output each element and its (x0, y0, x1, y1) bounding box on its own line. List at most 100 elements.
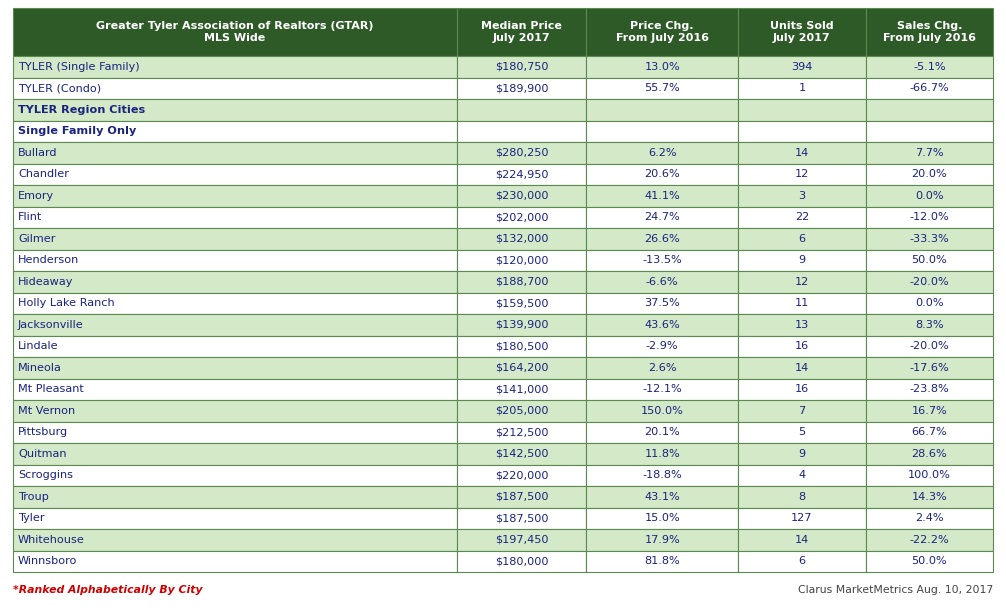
Text: 15.0%: 15.0% (645, 513, 680, 524)
Bar (586, 164, 738, 185)
Bar (738, 335, 865, 357)
Bar (586, 335, 738, 357)
Bar (13, 486, 457, 508)
Text: -20.0%: -20.0% (909, 341, 950, 351)
Bar (457, 443, 586, 465)
Bar (586, 529, 738, 550)
Bar (865, 77, 993, 99)
Bar (586, 77, 738, 99)
Bar (738, 529, 865, 550)
Bar (586, 378, 738, 400)
Bar (13, 77, 457, 99)
Bar (13, 121, 457, 142)
Text: -18.8%: -18.8% (643, 470, 682, 480)
Bar (13, 228, 457, 249)
Text: Median Price
July 2017: Median Price July 2017 (481, 21, 562, 43)
Bar (865, 249, 993, 271)
Bar (13, 378, 457, 400)
Bar (865, 271, 993, 292)
Text: Bullard: Bullard (18, 148, 57, 158)
Text: 16.7%: 16.7% (911, 406, 948, 416)
Text: 16: 16 (795, 341, 809, 351)
Text: 20.1%: 20.1% (645, 427, 680, 437)
Bar (738, 142, 865, 164)
Text: 28.6%: 28.6% (911, 449, 948, 459)
Text: $164,200: $164,200 (495, 363, 548, 373)
Bar (738, 443, 865, 465)
Text: $120,000: $120,000 (495, 255, 548, 265)
Bar (13, 56, 457, 77)
Bar (738, 550, 865, 572)
Text: $230,000: $230,000 (495, 191, 548, 200)
Text: Emory: Emory (18, 191, 54, 200)
Bar (865, 378, 993, 400)
Text: -17.6%: -17.6% (909, 363, 950, 373)
Bar (457, 529, 586, 550)
Bar (865, 142, 993, 164)
Bar (586, 443, 738, 465)
Text: 8.3%: 8.3% (915, 320, 944, 330)
Text: Price Chg.
From July 2016: Price Chg. From July 2016 (616, 21, 709, 43)
Bar (586, 508, 738, 529)
Bar (865, 486, 993, 508)
Bar (738, 400, 865, 422)
Text: Quitman: Quitman (18, 449, 66, 459)
Bar (13, 550, 457, 572)
Text: 14: 14 (795, 535, 809, 545)
Bar (13, 207, 457, 228)
Text: 66.7%: 66.7% (911, 427, 948, 437)
Text: $220,000: $220,000 (495, 470, 548, 480)
Text: $212,500: $212,500 (495, 427, 548, 437)
Text: Mt Pleasant: Mt Pleasant (18, 384, 83, 394)
Text: 14.3%: 14.3% (911, 492, 948, 502)
Bar (865, 422, 993, 443)
Text: 9: 9 (799, 449, 806, 459)
Bar (457, 56, 586, 77)
Bar (13, 164, 457, 185)
Bar (457, 465, 586, 486)
Bar (865, 292, 993, 314)
Text: -33.3%: -33.3% (909, 234, 950, 244)
Bar (457, 99, 586, 121)
Bar (457, 357, 586, 378)
Bar (457, 378, 586, 400)
Text: Single Family Only: Single Family Only (18, 126, 137, 136)
Bar (586, 357, 738, 378)
Text: 2.6%: 2.6% (648, 363, 677, 373)
Text: Hideaway: Hideaway (18, 276, 73, 287)
Text: $139,900: $139,900 (495, 320, 548, 330)
Text: 26.6%: 26.6% (645, 234, 680, 244)
Text: 11.8%: 11.8% (645, 449, 680, 459)
Text: 6.2%: 6.2% (648, 148, 677, 158)
Bar (865, 314, 993, 335)
Bar (457, 121, 586, 142)
Bar (586, 486, 738, 508)
Bar (586, 271, 738, 292)
Bar (738, 486, 865, 508)
Bar (457, 550, 586, 572)
Text: Chandler: Chandler (18, 169, 68, 179)
Text: 394: 394 (791, 62, 813, 72)
Bar (457, 486, 586, 508)
Text: $159,500: $159,500 (495, 299, 548, 308)
Bar (457, 207, 586, 228)
Text: -12.0%: -12.0% (909, 212, 950, 223)
Text: $197,450: $197,450 (495, 535, 548, 545)
Text: 12: 12 (795, 276, 809, 287)
Bar (457, 508, 586, 529)
Bar (457, 314, 586, 335)
Bar (865, 207, 993, 228)
Bar (738, 185, 865, 207)
Bar (586, 400, 738, 422)
Bar (457, 164, 586, 185)
Text: Scroggins: Scroggins (18, 470, 73, 480)
Bar (13, 400, 457, 422)
Text: Holly Lake Ranch: Holly Lake Ranch (18, 299, 115, 308)
Bar (586, 550, 738, 572)
Text: 14: 14 (795, 363, 809, 373)
Text: 17.9%: 17.9% (645, 535, 680, 545)
Bar (457, 8, 586, 56)
Text: 16: 16 (795, 384, 809, 394)
Bar (457, 422, 586, 443)
Bar (738, 357, 865, 378)
